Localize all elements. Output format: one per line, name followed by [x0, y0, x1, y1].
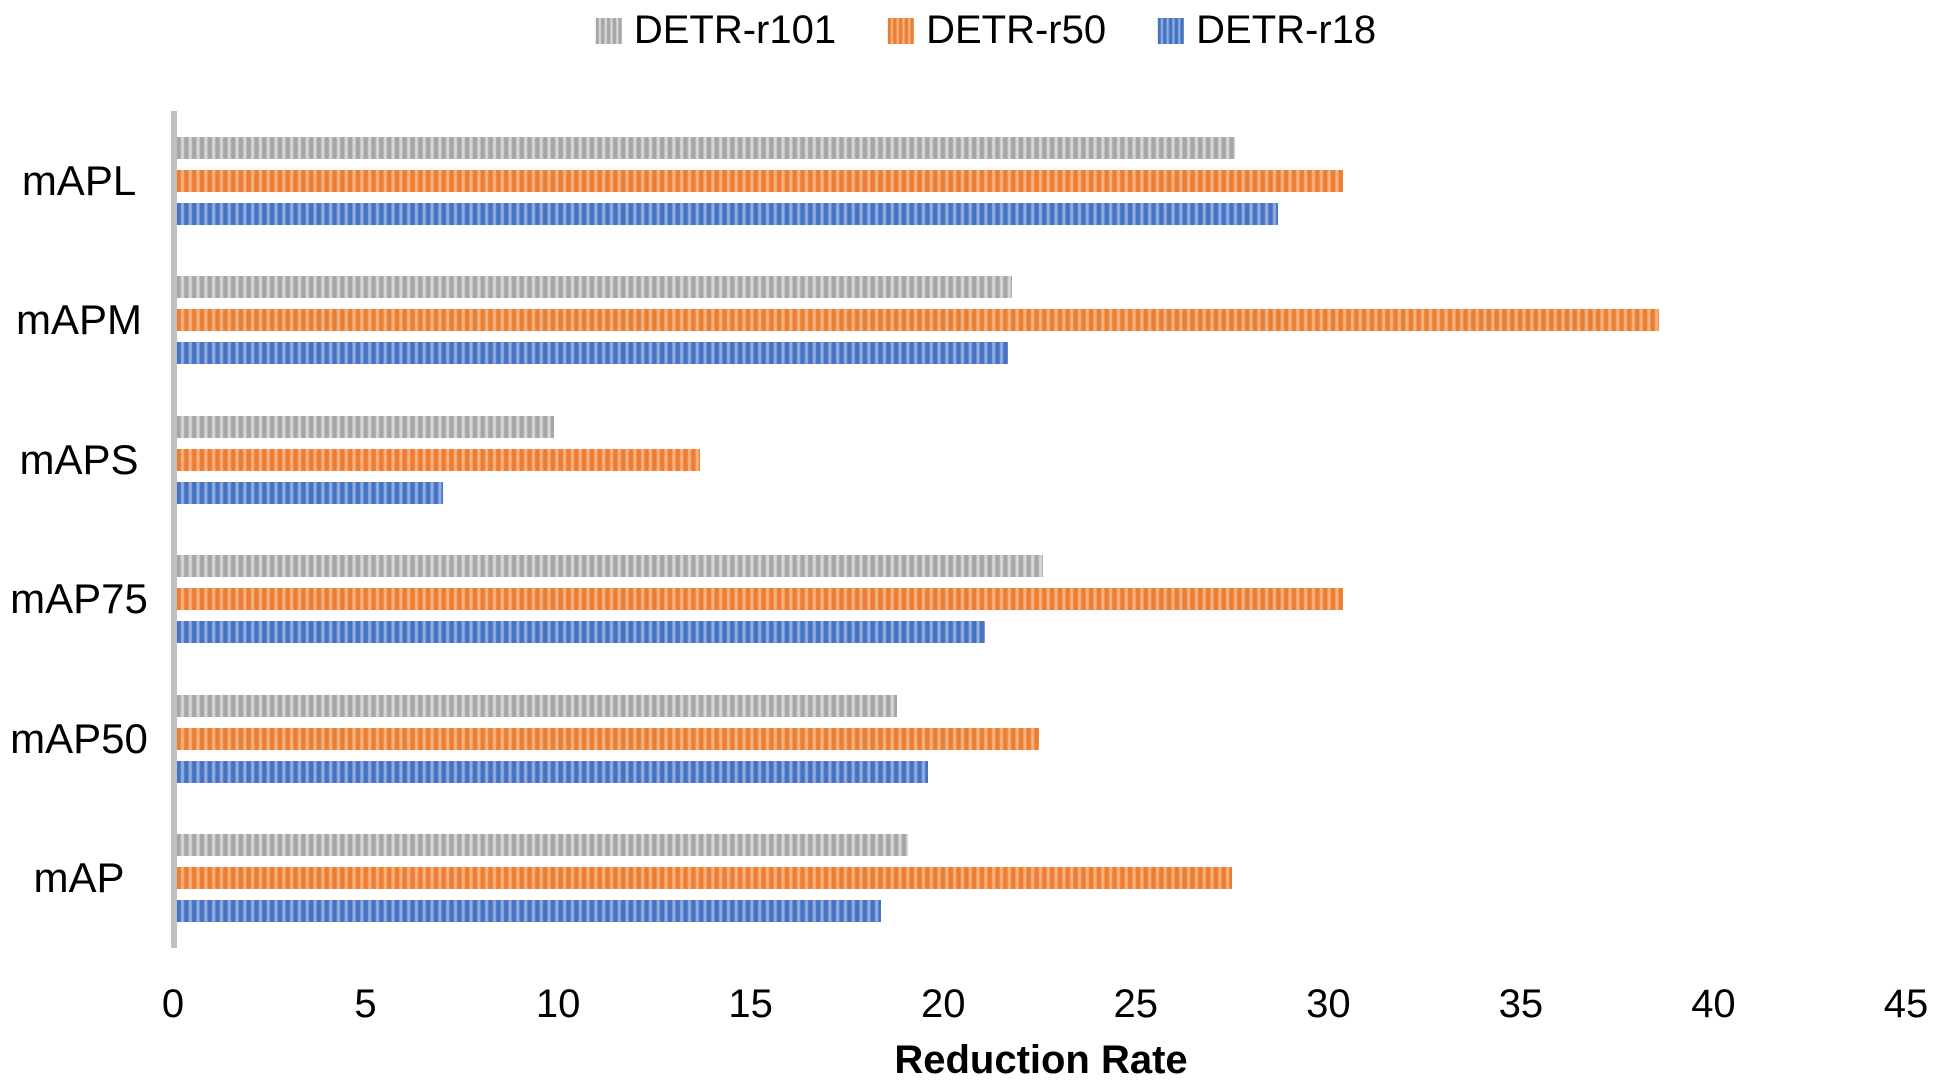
bar-detr-r50-map50: [177, 727, 1040, 750]
bar-detr-r50-maps: [177, 448, 701, 471]
bar-detr-r101-mapl: [177, 136, 1236, 159]
bar-detr-r18-maps: [177, 481, 443, 504]
category-label-mapl: mAPL: [21, 156, 137, 204]
bar-detr-r18-mapl: [177, 202, 1278, 225]
bar-group-mapl: [177, 111, 1909, 251]
bar-detr-r18-map50: [177, 760, 928, 783]
category-label-mapm: mAPM: [16, 296, 142, 344]
bar-detr-r18-map75: [177, 621, 986, 644]
legend-label: DETR-r101: [633, 8, 837, 52]
legend-swatch-detr-r50: [888, 17, 915, 44]
bar-detr-r50-map75: [177, 588, 1344, 611]
legend-label: DETR-r18: [1196, 8, 1377, 52]
legend-item-detr-r18: DETR-r18: [1158, 8, 1376, 53]
x-axis-ticks: 0 5 10 15 20 25 30 35 40 45: [162, 982, 1928, 1032]
legend-item-detr-r50: DETR-r50: [888, 8, 1106, 53]
x-tick-40: 40: [1691, 982, 1736, 1026]
x-tick-30: 30: [1306, 982, 1351, 1026]
bar-group-map50: [177, 669, 1909, 809]
x-tick-45: 45: [1883, 982, 1929, 1026]
x-tick-35: 35: [1498, 982, 1544, 1026]
bar-group-map75: [177, 530, 1909, 670]
bar-group-mapm: [177, 251, 1909, 391]
x-tick-25: 25: [1113, 982, 1159, 1026]
bar-detr-r101-mapm: [177, 276, 1013, 299]
bar-detr-r50-mapl: [177, 169, 1344, 192]
bar-detr-r18-mapm: [177, 342, 1009, 365]
bar-detr-r50-mapm: [177, 309, 1659, 332]
x-tick-20: 20: [920, 982, 966, 1026]
category-label-map: mAP: [33, 854, 125, 902]
x-tick-15: 15: [728, 982, 773, 1026]
plot-area: [177, 111, 1909, 948]
legend-swatch-detr-r101: [595, 17, 622, 44]
category-axis-labels: mAPL mAPM mAPS mAP75 mAP50 mAP: [0, 111, 158, 948]
category-label-map50: mAP50: [10, 714, 148, 762]
x-tick-10: 10: [535, 982, 581, 1026]
legend-item-detr-r101: DETR-r101: [595, 8, 837, 53]
bar-detr-r50-map: [177, 867, 1232, 890]
chart-legend: DETR-r101 DETR-r50 DETR-r18: [595, 8, 1376, 53]
bar-group-map: [177, 809, 1909, 949]
y-axis-line: [171, 111, 177, 948]
legend-label: DETR-r50: [926, 8, 1107, 52]
bar-detr-r101-maps: [177, 415, 555, 438]
bar-detr-r101-map50: [177, 694, 897, 717]
category-label-map75: mAP75: [10, 575, 148, 623]
bar-detr-r18-map: [177, 900, 882, 923]
bar-detr-r101-map: [177, 834, 909, 857]
x-axis-title: Reduction Rate: [894, 1038, 1188, 1082]
bar-group-maps: [177, 390, 1909, 530]
legend-swatch-detr-r18: [1158, 17, 1185, 44]
x-tick-5: 5: [354, 982, 377, 1026]
category-label-maps: mAPS: [19, 435, 139, 483]
bar-detr-r101-map75: [177, 555, 1043, 578]
x-tick-0: 0: [161, 982, 185, 1026]
